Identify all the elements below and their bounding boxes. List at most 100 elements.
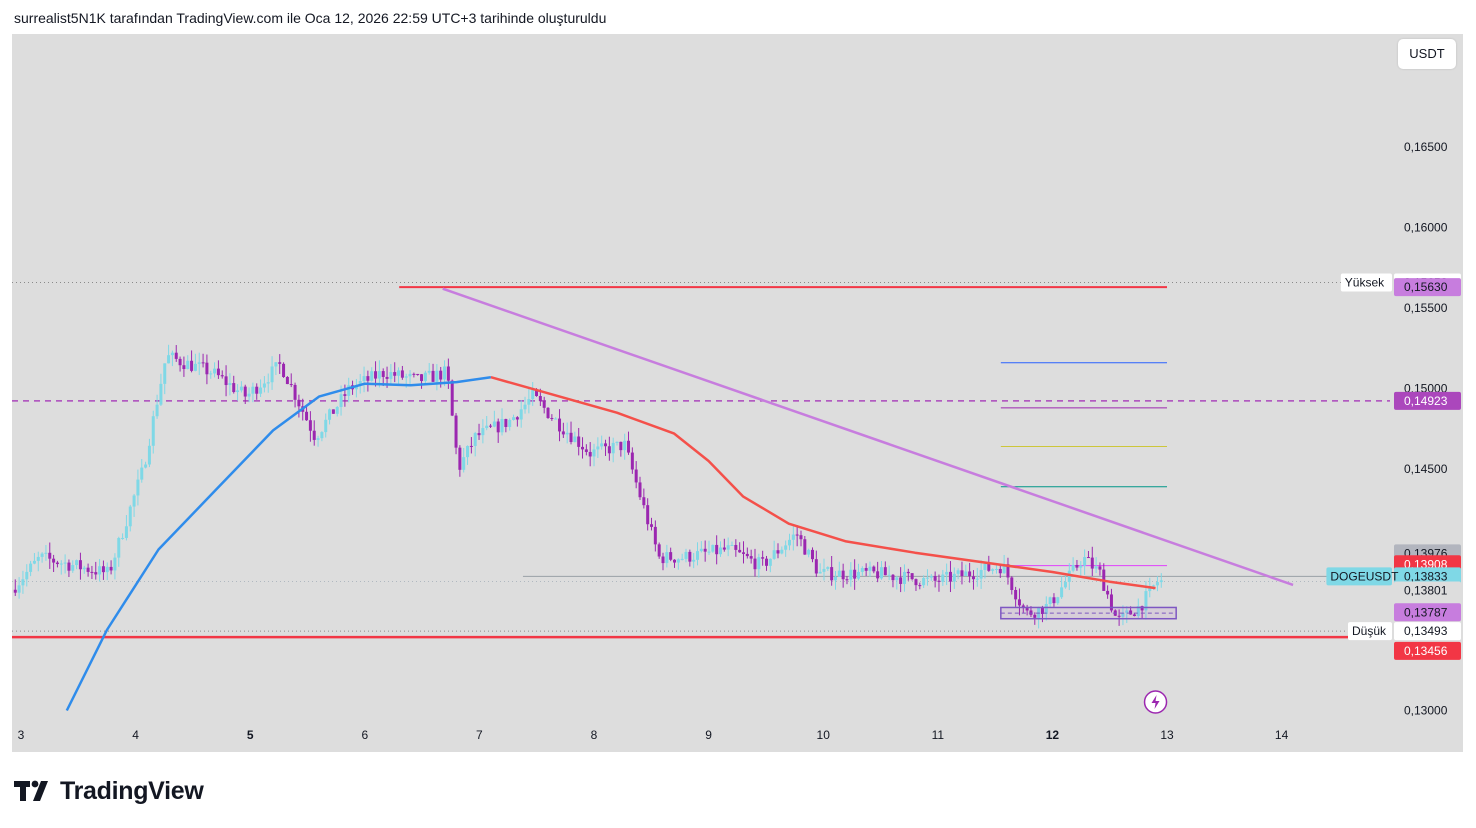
- candle-body: [324, 419, 328, 433]
- chart-caption: surrealist5N1K tarafından TradingView.co…: [14, 10, 607, 26]
- candle-body: [259, 387, 263, 394]
- candle-body: [960, 570, 964, 576]
- candle-body: [998, 568, 1002, 574]
- candles-group: [13, 344, 1163, 629]
- candle-body: [1056, 597, 1060, 604]
- candle-body: [266, 382, 270, 384]
- candle-body: [347, 385, 351, 396]
- y-axis-tick-2: 0,15500: [1404, 301, 1448, 315]
- candle-body: [458, 447, 462, 470]
- chart-canvas[interactable]: 0,165000,160000,155000,150000,145000,130…: [12, 34, 1463, 752]
- candle-body: [596, 446, 600, 450]
- candle-body: [1152, 585, 1156, 587]
- candle-body: [630, 452, 634, 470]
- candle-body: [86, 567, 90, 572]
- candle-body: [561, 431, 565, 435]
- candle-body: [1037, 607, 1041, 618]
- candle-body: [128, 506, 132, 527]
- candle-body: [994, 568, 998, 570]
- y-axis-tick-1: 0,16000: [1404, 221, 1448, 235]
- candle-body: [1002, 564, 1006, 574]
- candle-body: [117, 538, 121, 558]
- candle-body: [1071, 565, 1075, 571]
- candle-body: [512, 417, 516, 420]
- y-axis-tick-0: 0,16500: [1404, 140, 1448, 154]
- candle-body: [841, 570, 845, 580]
- candle-body: [186, 360, 190, 370]
- lightning-glyph: [1151, 695, 1160, 709]
- candle-body: [132, 495, 136, 507]
- candle-body: [676, 559, 680, 563]
- candle-body: [833, 576, 837, 581]
- x-axis-tick-14: 14: [1275, 728, 1289, 742]
- candle-body: [366, 376, 370, 381]
- candle-body: [1083, 557, 1087, 566]
- candle-body: [914, 579, 918, 586]
- currency-button[interactable]: USDT: [1398, 39, 1456, 69]
- candle-body: [1044, 603, 1048, 614]
- candle-body: [872, 566, 876, 572]
- candle-body: [209, 373, 213, 375]
- candle-body: [856, 571, 860, 579]
- candle-body: [32, 560, 36, 564]
- candle-body: [121, 537, 125, 539]
- candle-body: [868, 566, 872, 571]
- candle-body: [837, 570, 841, 577]
- tradingview-logo[interactable]: TradingView: [14, 775, 204, 807]
- candle-body: [216, 368, 220, 376]
- candle-body: [82, 567, 86, 570]
- candle-body: [1063, 581, 1067, 588]
- candle-body: [546, 407, 550, 419]
- x-axis-tick-11: 11: [932, 728, 945, 742]
- candle-body: [262, 383, 266, 388]
- candle-body: [933, 576, 937, 581]
- candle-body: [1090, 557, 1094, 569]
- price-label-box-7: [1394, 603, 1461, 622]
- candle-body: [791, 534, 795, 540]
- candle-body: [879, 567, 883, 579]
- chart-area[interactable]: 0,16500 0,16000 0,15500 0,15000 0,14500 0,130…: [12, 34, 1463, 752]
- candle-body: [247, 393, 251, 397]
- candle-body: [814, 559, 818, 574]
- tradingview-wordmark: TradingView: [60, 776, 204, 805]
- candle-body: [692, 559, 696, 562]
- candle-body: [404, 376, 408, 378]
- candle-body: [201, 362, 205, 364]
- candle-body: [822, 568, 826, 572]
- candle-body: [55, 562, 59, 565]
- candle-body: [600, 443, 604, 447]
- candle-body: [956, 570, 960, 574]
- candle-body: [607, 446, 611, 454]
- candle-body: [305, 411, 309, 421]
- candle-body: [787, 539, 791, 546]
- candle-body: [197, 362, 201, 364]
- candle-body: [462, 457, 466, 470]
- candle-body: [78, 560, 82, 570]
- candle-body: [98, 566, 102, 575]
- candle-body: [784, 545, 788, 550]
- candle-body: [21, 579, 25, 586]
- candle-body: [673, 559, 677, 563]
- candle-body: [492, 421, 496, 427]
- candle-body: [722, 547, 726, 550]
- candle-body: [1098, 566, 1102, 570]
- candle-body: [680, 558, 684, 560]
- candle-body: [282, 363, 286, 377]
- candle-body: [918, 585, 922, 587]
- price-label-tag-box-8: [1348, 622, 1392, 641]
- candle-body: [665, 552, 669, 564]
- candle-body: [358, 381, 362, 386]
- candle-body: [699, 548, 703, 552]
- candle-body: [1033, 614, 1037, 618]
- moving-average-blue: [65, 375, 492, 712]
- candle-body: [876, 571, 880, 579]
- candle-body: [860, 568, 864, 572]
- candle-body: [581, 446, 585, 450]
- candle-body: [611, 442, 615, 454]
- descending-trendline: [442, 287, 1294, 587]
- candle-body: [67, 562, 71, 571]
- candle-body: [707, 551, 711, 553]
- candle-body: [374, 371, 378, 379]
- candle-body: [232, 383, 236, 393]
- candle-body: [193, 363, 197, 371]
